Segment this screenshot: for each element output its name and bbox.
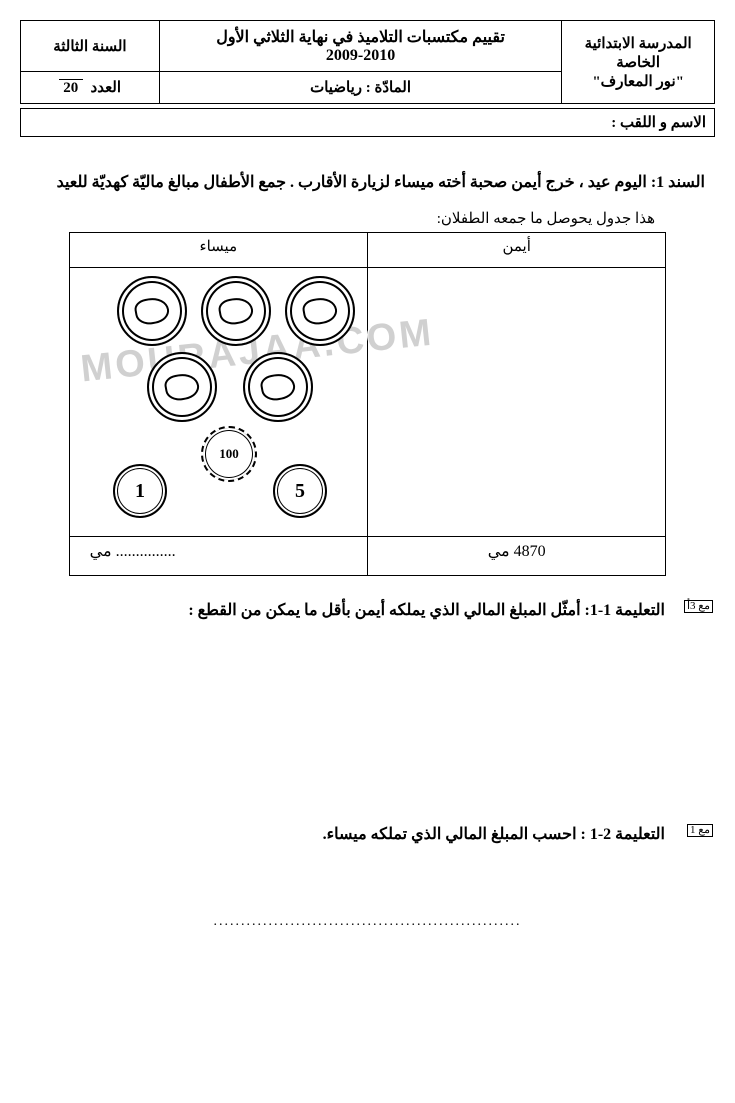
maysa-coins-cell: 100 5 1 xyxy=(69,268,367,537)
col-header-maysa: ميساء xyxy=(69,233,367,268)
coin-1-icon: 1 xyxy=(113,464,167,518)
grade-cell: السنة الثالثة xyxy=(21,21,160,72)
maysa-value: ............... مي xyxy=(69,537,367,576)
answer-dots: ........................................… xyxy=(20,914,715,930)
school-name-2: "نور المعارف" xyxy=(570,72,706,91)
coin-icon xyxy=(147,352,217,422)
score-label: العدد xyxy=(91,80,122,96)
col-header-aymen: أيمن xyxy=(368,233,666,268)
coin-icon xyxy=(117,276,187,346)
coin-icon xyxy=(201,276,271,346)
coin-100-icon: 100 xyxy=(201,426,257,482)
aymen-value: 4870 مي xyxy=(368,537,666,576)
coin-5-icon: 5 xyxy=(273,464,327,518)
q1-data-table: أيمن ميساء 100 5 1 4870 مي .............… xyxy=(69,232,667,576)
aymen-coins-cell xyxy=(368,268,666,537)
instruction-1: التعليمة 1-1: أمثّل المبلغ المالي الذي ي… xyxy=(30,600,665,620)
mark-2: مع 1 xyxy=(687,824,713,837)
name-row: الاسم و اللقب : xyxy=(20,108,715,137)
q1-table-caption: هذا جدول يحوصل ما جمعه الطفلان: xyxy=(20,209,655,228)
exam-year: 2009-2010 xyxy=(168,47,554,65)
coin-icon xyxy=(285,276,355,346)
coin-icon xyxy=(243,352,313,422)
subject-cell: المادّة : رياضيات xyxy=(159,72,562,104)
mark-1: مع 3أ xyxy=(684,600,713,613)
header-table: المدرسة الابتدائية الخاصة "نور المعارف" … xyxy=(20,20,715,104)
exam-title: تقييم مكتسبات التلاميذ في نهاية الثلاثي … xyxy=(168,27,554,47)
school-name-1: المدرسة الابتدائية الخاصة xyxy=(570,34,706,72)
score-denom: 20 xyxy=(59,79,83,97)
q1-intro: السند 1: اليوم عيد ، خرج أيمن صحبة أخته … xyxy=(30,167,705,199)
instruction-2: التعليمة 2-1 : احسب المبلغ المالي الذي ت… xyxy=(30,824,665,844)
